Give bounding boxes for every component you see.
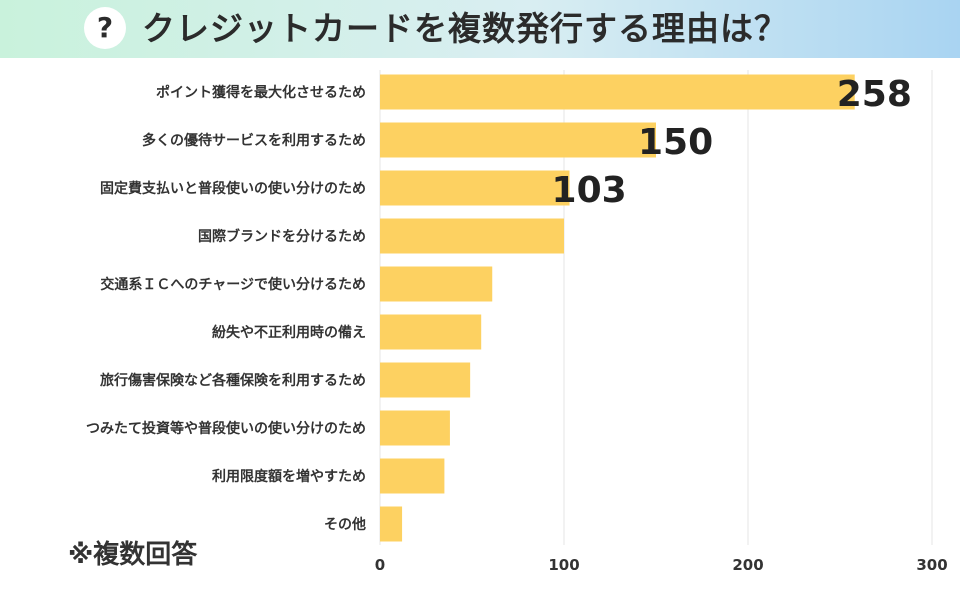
bar-3 [380,170,570,206]
bar-8 [380,410,450,446]
category-label-5: 交通系ＩＣへのチャージで使い分けるため [100,276,366,293]
chart-title: クレジットカードを複数発行する理由は？ [142,9,788,48]
data-label-1: 258 [837,74,912,115]
bar-chart: ポイント獲得を最大化させるため 258 多くの優待サービスを利用するため 150 固定費… [86,70,948,574]
category-label-8: つみたて投資等や普段使いの使い分けのため [86,420,366,437]
category-label-6: 紛失や不正利用時の備え [212,324,366,341]
x-tick-label-200: 200 [732,556,763,574]
bar-10 [380,506,403,542]
bar-7 [380,362,471,398]
category-label-3: 固定費支払いと普段使いの使い分けのため [100,180,366,197]
category-label-4: 国際ブランドを分けるため [198,228,366,245]
bar-9 [380,458,445,494]
category-label-9: 利用限度額を増やすため [212,468,366,485]
bar-2 [380,122,656,158]
category-label-10: その他 [324,516,366,533]
title-banner: ? クレジットカードを複数発行する理由は？ [0,0,960,58]
bar-1 [380,74,855,110]
x-tick-label-300: 300 [916,556,947,574]
bar-6 [380,314,482,350]
bar-5 [380,266,493,302]
data-label-3: 103 [552,170,627,211]
bar-4 [380,218,564,254]
category-label-2: 多くの優待サービスを利用するため [142,132,366,149]
x-tick-label-0: 0 [375,556,385,574]
category-label-7: 旅行傷害保険など各種保険を利用するため [100,372,366,389]
data-label-2: 150 [638,122,713,163]
x-tick-label-100: 100 [548,556,579,574]
category-label-1: ポイント獲得を最大化させるため [156,84,366,101]
question-mark-icon: ? [84,7,126,49]
multiple-answers-note: ※複数回答 [68,540,198,570]
